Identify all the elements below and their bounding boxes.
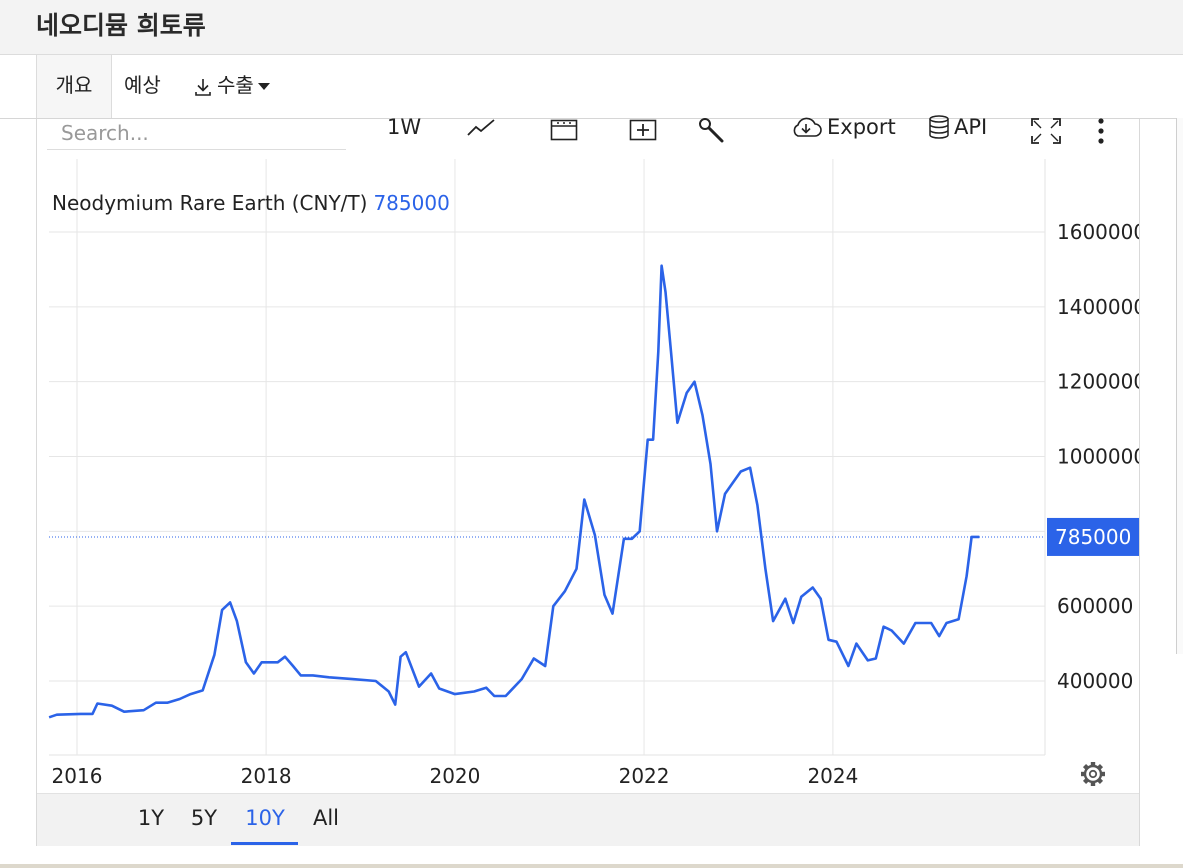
export-label: Export	[827, 115, 896, 139]
page-title: 네오디뮴 희토류	[36, 11, 206, 40]
range-all-button[interactable]: All	[312, 806, 340, 830]
active-range-indicator	[231, 842, 298, 845]
download-icon	[195, 78, 211, 96]
caret-down-icon	[257, 83, 270, 90]
wrench-icon[interactable]	[698, 117, 726, 145]
y-tick-label: 1400000	[1057, 295, 1139, 319]
settings-gear-icon[interactable]	[1081, 762, 1105, 786]
tab-overview[interactable]: 개요	[36, 55, 112, 118]
api-button[interactable]: API	[928, 115, 987, 139]
more-options-icon[interactable]	[1097, 117, 1105, 145]
chart-last-value: 785000	[373, 191, 450, 215]
x-tick-label: 2020	[429, 764, 480, 788]
line-chart-icon[interactable]	[467, 119, 495, 139]
y-tick-label: 600000	[1057, 594, 1133, 618]
chart: 400000 600000 1000000 1200000 1400000 1600000…	[48, 159, 1139, 788]
fullscreen-icon[interactable]	[1031, 118, 1061, 144]
x-tick-label: 2018	[241, 764, 292, 788]
y-tick-label: 1600000	[1057, 220, 1139, 244]
x-tick-label: 2016	[52, 764, 103, 788]
range-selector: 1Y 5Y 10Y All	[37, 793, 1139, 846]
header-bar: 네오디뮴 희토류	[0, 0, 1183, 55]
cloud-download-icon	[793, 117, 822, 137]
interval-selector[interactable]: 1W	[387, 115, 422, 139]
side-scrollbar[interactable]	[1176, 118, 1183, 654]
search-box	[47, 119, 346, 150]
last-value-badge	[1047, 517, 1139, 556]
x-tick-label: 2022	[619, 764, 670, 788]
series-line	[48, 264, 980, 719]
tab-forecast[interactable]: 예상	[124, 73, 161, 97]
range-5y-button[interactable]: 5Y	[190, 806, 218, 830]
api-label: API	[954, 115, 988, 139]
tab-export[interactable]: 수출	[193, 55, 270, 118]
export-button[interactable]: Export	[789, 115, 896, 139]
x-tick-label: 2024	[807, 764, 858, 788]
last-value-label: 785000	[1055, 525, 1131, 549]
y-tick-label: 1200000	[1057, 370, 1139, 394]
search-input[interactable]	[47, 119, 341, 147]
bottom-border	[0, 864, 1183, 868]
add-indicator-icon[interactable]	[629, 119, 657, 141]
y-tick-label: 400000	[1057, 669, 1133, 693]
tab-bar: 개요 예상 수출	[0, 55, 1183, 119]
tab-export-label: 수출	[217, 73, 254, 97]
calendar-icon[interactable]	[550, 119, 578, 141]
range-1y-button[interactable]: 1Y	[137, 806, 165, 830]
chart-legend: Neodymium Rare Earth (CNY/T) 785000	[52, 191, 450, 215]
chart-panel: 400000 600000 1000000 1200000 1400000 1600000…	[36, 115, 1140, 846]
range-10y-button[interactable]: 10Y	[245, 806, 285, 830]
chart-toolbar: 1W Export API	[37, 115, 1139, 155]
y-tick-label: 1000000	[1057, 445, 1139, 469]
chart-title: Neodymium Rare Earth (CNY/T)	[52, 191, 368, 215]
database-icon	[929, 115, 949, 139]
